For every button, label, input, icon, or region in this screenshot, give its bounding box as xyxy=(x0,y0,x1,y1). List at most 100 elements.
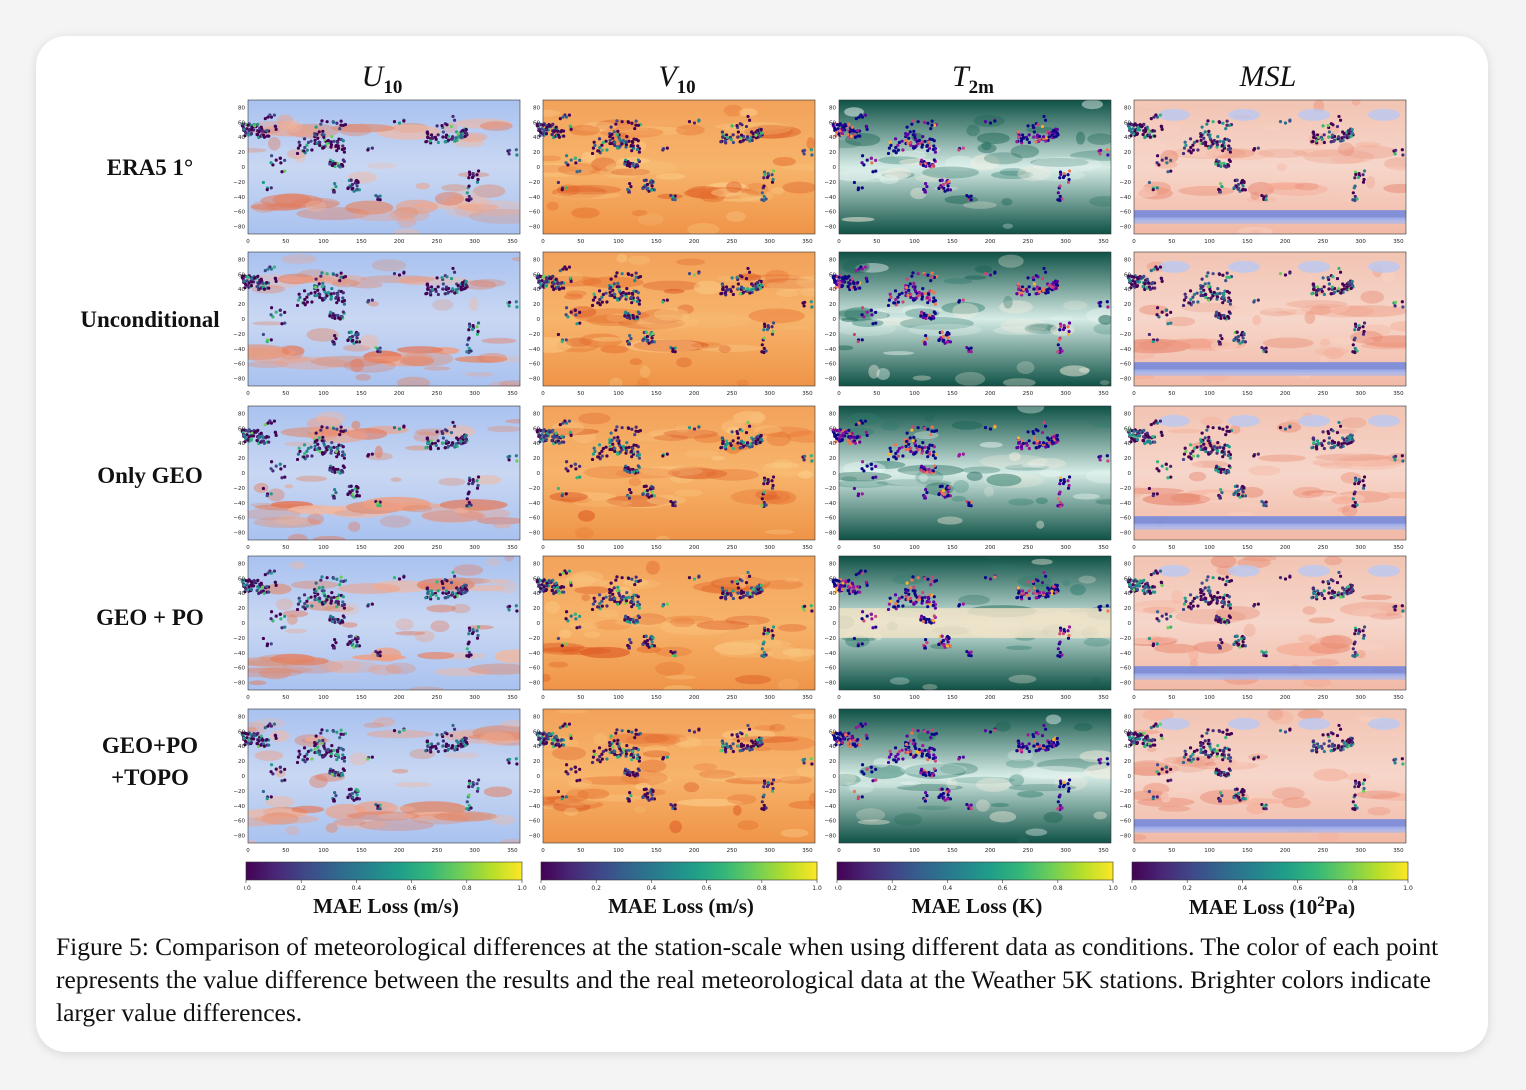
station-point xyxy=(452,270,457,274)
station-point xyxy=(665,298,669,302)
station-point xyxy=(1221,301,1225,305)
station-point xyxy=(1311,130,1316,134)
y-tick-label: 60 xyxy=(533,426,540,432)
station-point xyxy=(834,282,839,287)
station-point xyxy=(1215,451,1219,455)
field-pattern xyxy=(275,514,309,526)
x-tick-label: 350 xyxy=(802,391,813,397)
station-point xyxy=(735,429,739,434)
station-point xyxy=(329,601,333,605)
station-point xyxy=(634,271,638,275)
station-point xyxy=(334,449,338,454)
station-point xyxy=(429,589,434,593)
station-point xyxy=(634,275,638,279)
station-point xyxy=(456,587,460,592)
y-tick-label: 40 xyxy=(533,287,540,293)
station-point xyxy=(834,436,839,441)
x-tick-label: 50 xyxy=(282,391,289,397)
station-point xyxy=(624,145,628,149)
field-pattern xyxy=(1030,157,1089,167)
station-point xyxy=(471,171,475,176)
station-point xyxy=(274,279,278,283)
station-point xyxy=(298,449,302,453)
station-point xyxy=(305,148,309,152)
y-tick-label: 20 xyxy=(533,606,540,612)
x-tick-label: 300 xyxy=(1355,545,1366,551)
station-point xyxy=(376,347,380,351)
station-point xyxy=(759,587,764,591)
station-point xyxy=(832,274,836,278)
station-point xyxy=(341,464,345,468)
station-point xyxy=(1139,124,1143,128)
station-point xyxy=(507,152,511,156)
station-point xyxy=(306,596,311,601)
station-point xyxy=(911,285,915,289)
station-point xyxy=(340,299,344,304)
station-point xyxy=(445,429,449,433)
station-point xyxy=(646,186,650,190)
y-tick-label: 80 xyxy=(533,105,540,111)
station-point xyxy=(600,148,604,152)
station-point xyxy=(632,289,636,293)
x-tick-label: 200 xyxy=(985,391,996,397)
y-tick-label: 60 xyxy=(1124,426,1131,432)
station-point xyxy=(916,426,920,430)
station-point xyxy=(329,145,333,149)
station-point xyxy=(1349,134,1353,138)
station-point xyxy=(1262,349,1266,354)
station-point xyxy=(556,636,561,641)
station-point xyxy=(568,124,572,128)
field-pattern xyxy=(1000,318,1048,334)
station-point xyxy=(1041,135,1046,139)
station-point xyxy=(295,303,300,308)
station-point xyxy=(742,444,746,448)
station-point xyxy=(424,446,428,450)
station-point xyxy=(305,143,309,147)
station-point xyxy=(1393,152,1397,156)
station-point xyxy=(397,577,402,581)
station-point xyxy=(1310,140,1314,144)
station-point xyxy=(840,284,845,288)
station-point xyxy=(1361,173,1365,177)
station-point xyxy=(943,341,947,345)
y-tick-label: −40 xyxy=(1119,347,1131,353)
station-point xyxy=(340,453,344,458)
station-point xyxy=(1034,140,1038,144)
station-point xyxy=(1067,169,1072,173)
station-point xyxy=(566,163,570,167)
station-point xyxy=(724,285,729,289)
station-point xyxy=(1027,133,1031,137)
station-point xyxy=(1196,148,1200,152)
station-point xyxy=(1044,291,1048,295)
station-point xyxy=(1160,158,1164,162)
station-point xyxy=(1339,291,1343,295)
station-point xyxy=(615,119,619,123)
field-pattern xyxy=(1333,454,1405,471)
station-point xyxy=(635,619,639,623)
station-point xyxy=(988,121,993,125)
station-point xyxy=(274,583,278,587)
station-point xyxy=(762,482,766,486)
station-point xyxy=(731,439,735,443)
field-pattern xyxy=(260,193,323,208)
station-point xyxy=(243,130,248,135)
station-point xyxy=(1322,292,1326,297)
station-point xyxy=(296,452,301,456)
station-point xyxy=(451,266,455,271)
station-point xyxy=(721,135,725,139)
station-point xyxy=(467,194,471,199)
y-tick-label: 80 xyxy=(1124,411,1131,417)
station-point xyxy=(917,290,921,295)
x-tick-label: 0 xyxy=(246,695,250,701)
station-point xyxy=(1047,287,1051,291)
station-point xyxy=(833,583,837,587)
station-point xyxy=(573,462,577,466)
station-point xyxy=(697,271,701,275)
station-point xyxy=(463,286,467,290)
station-point xyxy=(573,156,577,160)
station-point xyxy=(598,297,602,302)
station-point xyxy=(927,467,931,472)
field-pattern xyxy=(248,344,290,360)
station-point xyxy=(630,605,634,609)
station-point xyxy=(1226,469,1230,473)
